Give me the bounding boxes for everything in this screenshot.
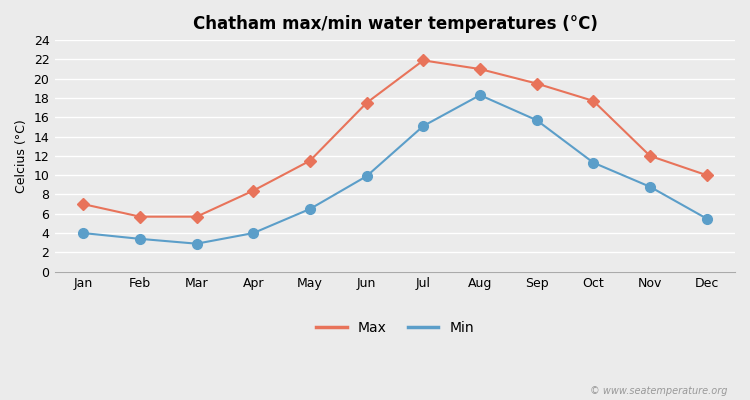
Legend: Max, Min: Max, Min bbox=[310, 316, 479, 341]
Min bbox=[79, 231, 88, 236]
Min bbox=[305, 206, 314, 211]
Min bbox=[589, 160, 598, 165]
Y-axis label: Celcius (°C): Celcius (°C) bbox=[15, 119, 28, 193]
Max bbox=[419, 58, 428, 63]
Max bbox=[305, 158, 314, 163]
Max bbox=[646, 154, 655, 158]
Min bbox=[702, 216, 711, 221]
Min bbox=[136, 236, 145, 241]
Line: Min: Min bbox=[79, 90, 712, 248]
Max bbox=[136, 214, 145, 219]
Max bbox=[249, 188, 258, 193]
Min bbox=[249, 231, 258, 236]
Line: Max: Max bbox=[80, 56, 711, 221]
Max bbox=[362, 100, 371, 105]
Min bbox=[419, 124, 428, 128]
Title: Chatham max/min water temperatures (°C): Chatham max/min water temperatures (°C) bbox=[193, 15, 598, 33]
Min bbox=[646, 184, 655, 189]
Max bbox=[192, 214, 201, 219]
Min bbox=[362, 174, 371, 178]
Max bbox=[476, 67, 484, 72]
Max bbox=[702, 173, 711, 178]
Min bbox=[192, 241, 201, 246]
Max bbox=[532, 81, 542, 86]
Text: © www.seatemperature.org: © www.seatemperature.org bbox=[590, 386, 728, 396]
Min bbox=[532, 118, 542, 122]
Max bbox=[589, 98, 598, 103]
Max bbox=[79, 202, 88, 206]
Min bbox=[476, 93, 484, 98]
